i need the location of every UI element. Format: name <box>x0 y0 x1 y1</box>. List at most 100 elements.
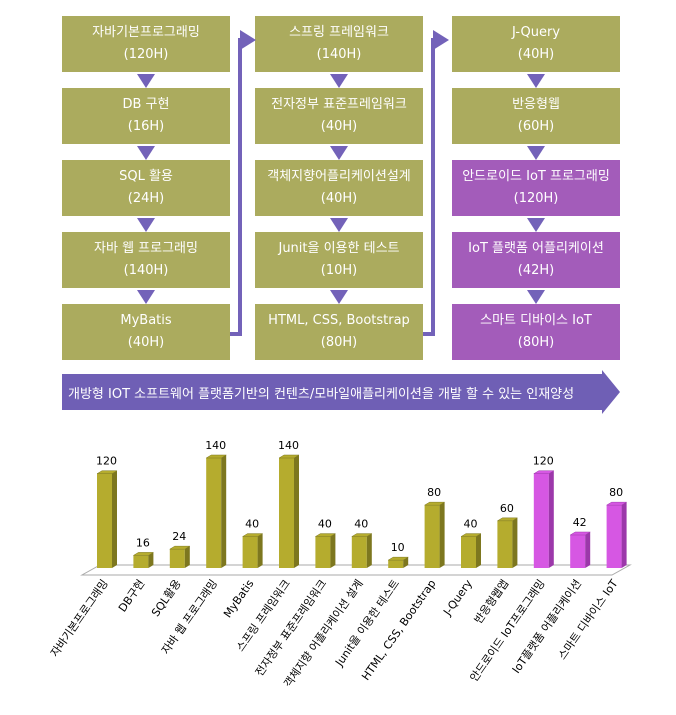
banner-arrow-tip <box>602 370 620 414</box>
course-name: Junit을 이용한 테스트 <box>278 241 400 256</box>
data-label: 120 <box>533 455 554 468</box>
connector-arrow-2 <box>423 38 441 336</box>
bar-front <box>461 536 476 568</box>
course-box: Junit을 이용한 테스트 (10H) <box>255 232 423 288</box>
data-label: 120 <box>96 455 117 468</box>
bar-side <box>548 470 554 568</box>
course-name: IoT 플랫폼 어플리케이션 <box>468 241 604 256</box>
course-box: IoT 플랫폼 어플리케이션 (42H) <box>452 232 620 288</box>
category-label: MyBatis <box>221 577 257 620</box>
connector-arrow-1 <box>230 38 248 336</box>
down-arrow-icon <box>137 74 155 88</box>
bar-side <box>403 557 409 568</box>
course-box: DB 구현 (16H) <box>62 88 230 144</box>
data-label: 10 <box>391 541 405 554</box>
bar-front <box>315 536 331 568</box>
course-name: 스프링 프레임워크 <box>289 25 389 40</box>
bar-front <box>97 473 112 568</box>
course-box: 반응형웹 (60H) <box>452 88 620 144</box>
down-arrow-icon <box>527 290 545 304</box>
bar <box>241 533 264 568</box>
down-arrow-icon <box>137 146 155 160</box>
data-label: 140 <box>278 439 299 452</box>
bar-front <box>169 549 185 568</box>
course-name: SQL 활용 <box>119 169 173 184</box>
course-name: DB 구현 <box>122 97 170 112</box>
column-connectors <box>230 30 449 336</box>
bar-top <box>569 531 592 536</box>
bar-side <box>585 532 591 568</box>
course-hours: (42H) <box>517 263 555 278</box>
bar-side <box>112 470 117 568</box>
bar-front <box>242 536 258 568</box>
course-hours: (40H) <box>320 119 358 134</box>
course-name: 전자정부 표준프레임워크 <box>271 97 407 112</box>
course-hours: (40H) <box>320 191 358 206</box>
course-box: 전자정부 표준프레임워크 (40H) <box>255 88 423 144</box>
course-name: 자바 웹 프로그래밍 <box>94 241 198 256</box>
bar-front <box>279 458 294 568</box>
bar-side <box>366 533 372 568</box>
bar-top <box>350 533 373 537</box>
down-arrow-icon <box>137 290 155 304</box>
course-hours: (80H) <box>517 335 555 350</box>
course-hours: (24H) <box>127 191 165 206</box>
data-label: 80 <box>427 486 441 499</box>
bar-top <box>96 470 118 474</box>
course-box: 자바기본프로그래밍 (120H) <box>62 16 230 72</box>
course-box: 스프링 프레임워크 (140H) <box>255 16 423 72</box>
course-hours: (40H) <box>127 335 165 350</box>
bar <box>532 470 555 568</box>
bar-top <box>241 533 264 537</box>
course-box: 자바 웹 프로그래밍 (140H) <box>62 232 230 288</box>
down-arrow-icon <box>330 218 348 232</box>
course-hours: (16H) <box>127 119 165 134</box>
down-arrow-icon <box>527 146 545 160</box>
course-box: MyBatis (40H) <box>62 304 230 360</box>
course-name: 스마트 디바이스 IoT <box>480 313 592 328</box>
category-label: HTML, CSS, Bootstrap <box>359 577 438 683</box>
course-hours: (140H) <box>123 263 169 278</box>
course-name: 안드로이드 IoT 프로그래밍 <box>462 169 610 184</box>
course-hours: (120H) <box>123 47 169 62</box>
bar-top <box>460 533 482 537</box>
category-label: SQL활용 <box>148 577 184 619</box>
data-label: 16 <box>136 536 150 549</box>
data-label: 80 <box>609 486 623 499</box>
data-label: 24 <box>172 530 186 543</box>
course-box: 객체지향어플리케이션설계 (40H) <box>255 160 423 216</box>
data-label: 40 <box>245 518 259 531</box>
bar-front <box>497 520 513 568</box>
bar-front <box>424 505 440 568</box>
course-name: HTML, CSS, Bootstrap <box>268 313 410 328</box>
connector-arrow-1-head <box>240 30 256 50</box>
bar-top <box>168 545 191 550</box>
bar-top <box>132 552 155 556</box>
course-box: 안드로이드 IoT 프로그래밍 (120H) <box>452 160 620 216</box>
bar-front <box>351 536 367 568</box>
bar-top <box>278 454 300 459</box>
data-label: 60 <box>500 502 514 515</box>
connector-arrow-2-head <box>433 30 449 50</box>
bar <box>96 470 118 568</box>
bar <box>496 517 519 568</box>
course-name: 객체지향어플리케이션설계 <box>267 169 411 184</box>
bar-top <box>387 556 410 561</box>
bar-side <box>439 502 445 568</box>
bar <box>350 533 373 568</box>
bar <box>314 533 337 568</box>
course-name: 자바기본프로그래밍 <box>92 25 200 40</box>
bar-top <box>423 501 446 506</box>
bar-front <box>533 473 549 568</box>
down-arrow-icon <box>527 218 545 232</box>
course-name: 반응형웹 <box>512 97 560 112</box>
data-label: 42 <box>573 516 587 529</box>
bar-side <box>330 533 336 568</box>
course-box: HTML, CSS, Bootstrap (80H) <box>255 304 423 360</box>
category-label: 전자정부 표준프레임워크 <box>253 577 330 679</box>
course-name: J-Query <box>511 25 561 40</box>
down-arrow-icon <box>137 218 155 232</box>
course-hours: (140H) <box>316 47 362 62</box>
bar-side <box>621 502 627 568</box>
